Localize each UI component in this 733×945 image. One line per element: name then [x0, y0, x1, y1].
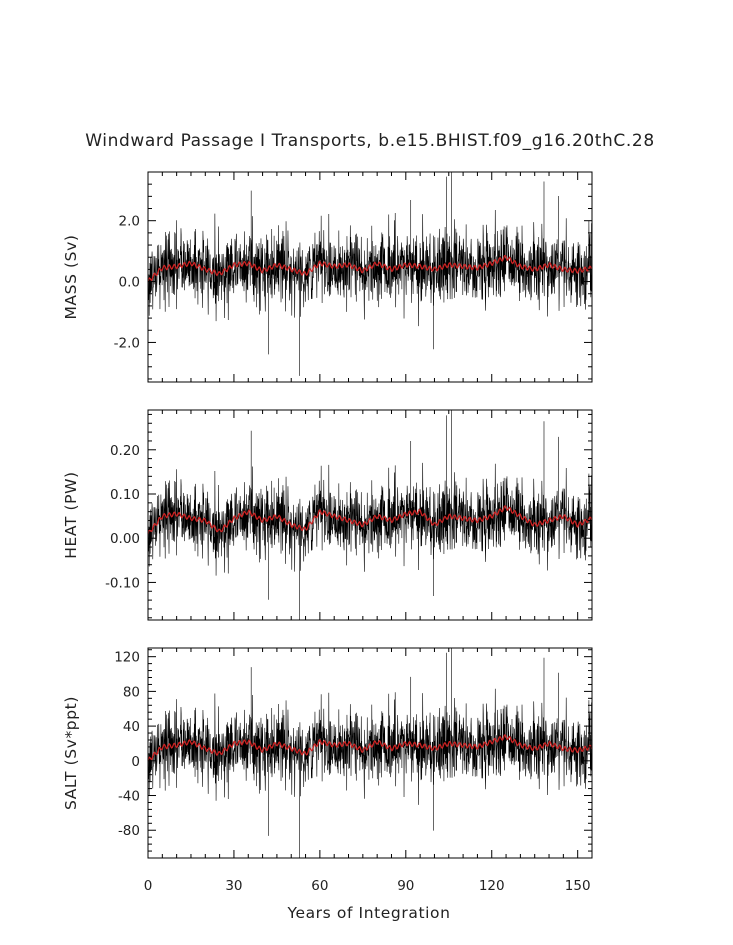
- mass-raw-line: [147, 172, 593, 376]
- x-axis-label: Years of Integration: [286, 904, 450, 922]
- mass-plot-frame: [147, 171, 593, 383]
- salt-ylabel: SALT (Sv*ppt): [62, 696, 80, 810]
- mass-ytick-label: -2.0: [114, 335, 140, 351]
- salt-raw-line: [147, 648, 593, 858]
- salt-ticks: [147, 648, 593, 859]
- mass-panel: -2.0 0.0 2.0 MASS (Sv): [62, 171, 593, 383]
- salt-smooth-series: [147, 734, 593, 761]
- salt-ytick-label: -80: [118, 823, 140, 839]
- salt-ytick-label: -40: [118, 789, 140, 805]
- heat-ytick-label: -0.10: [105, 575, 140, 591]
- mass-smooth-line: [147, 254, 593, 282]
- salt-smooth-line: [147, 734, 593, 761]
- heat-ytick-label: 0.00: [110, 531, 140, 547]
- x-tick-labels: 0 30 60 90 120 150: [144, 878, 591, 894]
- heat-ytick-label: 0.10: [110, 487, 140, 503]
- x-tick-label: 0: [144, 878, 153, 894]
- chart-title: Windward Passage I Transports, b.e15.BHI…: [85, 131, 655, 151]
- heat-smooth-line: [147, 505, 593, 534]
- salt-raw-series: [147, 648, 593, 858]
- x-tick-label: 60: [311, 878, 328, 894]
- heat-ylabel: HEAT (PW): [62, 471, 80, 558]
- mass-ytick-labels: -2.0 0.0 2.0: [114, 214, 140, 352]
- x-tick-label: 30: [225, 878, 242, 894]
- heat-ytick-labels: -0.10 0.00 0.10 0.20: [105, 443, 140, 592]
- mass-smooth-series: [147, 254, 593, 282]
- salt-ytick-labels: -80 -40 0 40 80 120: [114, 650, 140, 840]
- heat-raw-series: [147, 410, 593, 620]
- salt-ytick-label: 120: [114, 650, 140, 666]
- mass-ytick-label: 2.0: [119, 214, 140, 230]
- mass-ticks: [147, 171, 593, 382]
- x-tick-label: 150: [565, 878, 591, 894]
- x-tick-label: 90: [397, 878, 414, 894]
- heat-raw-line: [147, 410, 593, 620]
- mass-ylabel: MASS (Sv): [62, 234, 80, 319]
- heat-ticks: [147, 410, 593, 620]
- salt-ytick-label: 40: [123, 719, 140, 735]
- salt-ytick-label: 80: [123, 684, 140, 700]
- salt-ytick-label: 0: [131, 754, 140, 770]
- heat-panel: -0.10 0.00 0.10 0.20 HEAT (PW): [62, 409, 593, 621]
- mass-raw-series: [147, 172, 593, 376]
- mass-ytick-label: 0.0: [119, 275, 140, 291]
- heat-ytick-label: 0.20: [110, 443, 140, 459]
- x-tick-label: 120: [479, 878, 505, 894]
- heat-smooth-series: [147, 505, 593, 534]
- salt-plot-frame: [147, 647, 593, 859]
- heat-plot-frame: [147, 409, 593, 621]
- salt-panel: -80 -40 0 40 80 120 0 30 60 90 120 150 SALT (Sv*pp…: [62, 647, 593, 894]
